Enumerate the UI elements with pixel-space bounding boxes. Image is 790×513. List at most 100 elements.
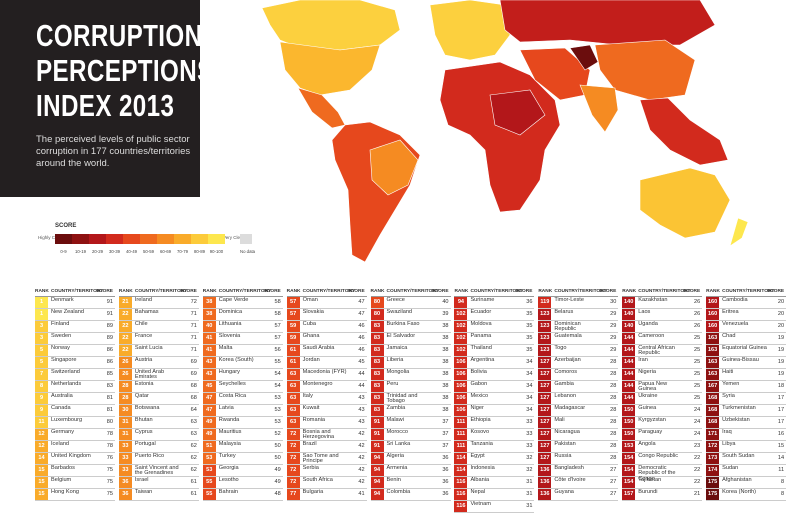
rank-cell: 168: [706, 417, 720, 428]
score-cell: 35: [526, 335, 533, 341]
rank-cell: 15: [35, 477, 48, 488]
score-cell: 40: [442, 299, 449, 305]
country-cell: Iceland: [51, 440, 70, 447]
country-cell: Cuba: [302, 320, 317, 327]
table-row: 15 Barbados 75: [35, 465, 115, 477]
rank-cell: 106: [454, 357, 468, 368]
country-cell: Guatemala: [554, 332, 582, 339]
header-cell: RANK: [35, 289, 49, 294]
rank-cell: 144: [622, 381, 636, 392]
header-cell: SCORE: [683, 289, 701, 294]
table-row: 51 Malaysia 50: [202, 441, 283, 453]
legend-swatch: [55, 234, 72, 244]
score-cell: 20: [777, 299, 785, 305]
rank-cell: 150: [622, 429, 636, 440]
score-cell: 24: [693, 431, 701, 437]
rank-cell: 140: [622, 309, 636, 320]
score-cell: 76: [106, 455, 113, 461]
country-cell: Central African Republic: [638, 344, 675, 356]
country-cell: Luxembourg: [51, 416, 83, 423]
score-cell: 71: [190, 335, 197, 341]
country-cell: Bhutan: [134, 416, 153, 423]
score-cell: 44: [358, 383, 365, 389]
country-cell: Benin: [386, 476, 401, 483]
country-cell: Niger: [470, 404, 484, 411]
score-cell: 36: [442, 491, 449, 497]
table-row: 72 South Africa 42: [286, 477, 367, 489]
country-cell: Saint Lucia: [134, 344, 163, 351]
score-cell: 28: [610, 371, 617, 377]
rank-cell: 119: [538, 297, 552, 308]
legend-swatch: [140, 234, 157, 244]
score-cell: 71: [190, 311, 197, 317]
country-cell: Cambodia: [722, 296, 748, 303]
table-row: 116 Nepal 31: [454, 489, 535, 501]
rank-cell: 175: [706, 477, 720, 488]
score-cell: 34: [526, 383, 533, 389]
country-cell: Puerto Rico: [134, 452, 165, 459]
country-cell: Libya: [722, 440, 736, 447]
table-header: RANK COUNTRY/TERRITORY SCORE: [286, 287, 367, 297]
rank-cell: 61: [286, 357, 300, 368]
table-row: 91 Sri Lanka 37: [370, 441, 451, 453]
score-cell: 38: [442, 383, 449, 389]
rank-cell: 83: [370, 321, 384, 332]
score-cell: 68: [190, 395, 197, 401]
legend-bin: 20-29: [92, 249, 104, 254]
rank-cell: 102: [454, 333, 468, 344]
rank-cell: 1: [35, 297, 48, 308]
score-cell: 43: [358, 407, 365, 413]
rank-cell: 7: [35, 369, 48, 380]
table-header: RANK COUNTRY/TERRITORY SCORE: [622, 287, 703, 297]
table-row: 123 Guatemala 29: [538, 332, 619, 345]
table-header: RANK COUNTRY/TERRITORY SCORE: [202, 287, 283, 297]
rank-cell: 33: [118, 453, 132, 464]
table-row: 33 Puerto Rico 62: [118, 452, 199, 465]
rank-cell: 21: [118, 297, 132, 308]
rank-cell: 157: [622, 489, 636, 500]
country-cell: Kosovo: [470, 428, 490, 435]
table-row: 163 Equatorial Guinea 19: [706, 345, 787, 357]
header-cell: COUNTRY/TERRITORY: [134, 289, 188, 294]
table-row: 136 Côte d'Ivoire 27: [538, 477, 619, 489]
table-row: 63 Kuwait 43: [286, 405, 367, 417]
score-cell: 35: [526, 311, 533, 317]
country-cell: Kyrgyzstan: [638, 416, 666, 423]
score-cell: 21: [693, 491, 701, 497]
country-cell: Estonia: [134, 380, 154, 387]
rank-cell: 45: [202, 381, 216, 392]
table-row: 173 South Sudan 14: [706, 453, 787, 465]
score-cell: 34: [526, 395, 533, 401]
rank-cell: 163: [706, 345, 720, 356]
table-row: 22 France 71: [118, 333, 199, 345]
country-cell: Mexico: [470, 392, 489, 399]
country-cell: Ethiopia: [470, 416, 491, 423]
header-cell: RANK: [622, 289, 637, 294]
rank-cell: 91: [370, 441, 384, 452]
rank-cell: 80: [370, 309, 384, 320]
table-row: 168 Syria 17: [706, 393, 787, 405]
legend-low: Highly Corrupt: [38, 235, 68, 240]
country-cell: Pakistan: [554, 440, 576, 447]
rank-cell: 116: [454, 501, 468, 512]
rank-cell: 43: [202, 369, 216, 380]
table-row: 21 Ireland 72: [118, 297, 199, 309]
table-row: 47 Costa Rica 53: [202, 393, 283, 405]
rank-cell: 47: [202, 405, 216, 416]
score-cell: 57: [274, 323, 281, 329]
table-row: 83 Mongolia 38: [370, 369, 451, 381]
table-row: 38 Dominica 58: [202, 309, 283, 321]
region: [579, 84, 619, 133]
country-cell: Bahrain: [218, 488, 239, 495]
table-row: 102 Thailand 35: [454, 345, 535, 357]
score-cell: 72: [190, 299, 197, 305]
rank-cell: 5: [35, 345, 48, 356]
header-cell: COUNTRY/TERRITORY: [218, 289, 272, 294]
rank-cell: 106: [454, 405, 468, 416]
table-row: 33 Portugal 62: [118, 441, 199, 453]
score-cell: 47: [358, 299, 365, 305]
header-cell: RANK: [706, 289, 720, 294]
score-cell: 38: [442, 347, 449, 353]
table-row: 144 Cameroon 25: [622, 333, 703, 345]
header-cell: SCORE: [95, 289, 113, 294]
